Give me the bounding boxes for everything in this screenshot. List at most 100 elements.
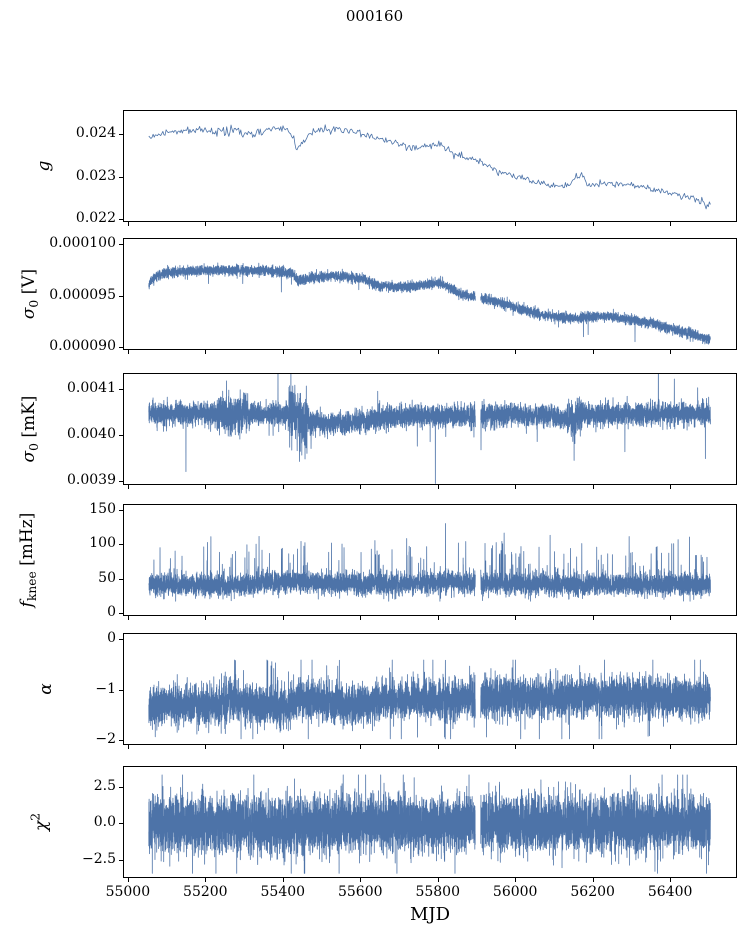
x-tick — [360, 878, 362, 882]
y-tick-label: 0.022 — [75, 209, 116, 226]
y-tick-label: 0.0040 — [67, 426, 116, 442]
x-tick — [360, 485, 362, 489]
x-tick — [282, 616, 284, 620]
x-tick — [360, 616, 362, 620]
x-tick — [205, 485, 207, 489]
x-tick — [437, 616, 439, 620]
x-tick — [670, 616, 672, 620]
y-tick — [119, 638, 123, 640]
x-tick — [670, 350, 672, 354]
plot-canvas-sigma0_V — [124, 239, 736, 349]
x-tick-label: 55600 — [337, 884, 383, 900]
y-tick — [119, 244, 123, 246]
x-tick — [282, 485, 284, 489]
panel-chi2 — [119, 766, 737, 882]
y-tick — [119, 481, 123, 483]
x-tick — [670, 485, 672, 489]
x-tick — [360, 745, 362, 749]
x-tick — [515, 485, 517, 489]
y-axis-label-sigma0_mK: σ0 [mK] — [19, 396, 41, 463]
x-tick — [515, 350, 517, 354]
y-axis-label-sigma0_V: σ0 [V] — [19, 269, 41, 319]
y-tick-label: 0.023 — [75, 167, 116, 184]
x-tick — [360, 350, 362, 354]
x-tick — [437, 222, 439, 226]
y-tick — [119, 435, 123, 436]
x-tick — [282, 745, 284, 749]
panel-alpha — [119, 633, 737, 749]
x-tick-label: 55000 — [105, 884, 151, 900]
x-tick — [437, 745, 439, 749]
y-tick-label: 0.0 — [93, 814, 116, 831]
x-tick — [515, 745, 517, 749]
y-axis-label-segment: [V] — [18, 268, 39, 300]
x-tick-label: 56400 — [647, 884, 693, 900]
x-tick — [127, 878, 129, 882]
y-tick-label: 0 — [107, 603, 116, 620]
plot-canvas-fknee — [124, 505, 736, 615]
x-tick — [205, 745, 207, 749]
x-tick — [592, 222, 594, 226]
y-tick-label: 0.0039 — [67, 472, 116, 489]
y-tick — [119, 578, 123, 580]
x-tick-label: 56000 — [492, 884, 538, 900]
x-tick — [205, 616, 207, 620]
x-tick — [515, 616, 517, 620]
y-axis-label-segment: σ — [18, 307, 39, 320]
x-tick — [127, 616, 129, 620]
y-tick — [119, 823, 123, 825]
x-tick — [282, 878, 284, 882]
y-tick-label: 0.000095 — [49, 286, 116, 303]
x-tick-label: 55400 — [260, 884, 306, 900]
x-tick — [437, 878, 439, 882]
y-tick-label: 0.0041 — [67, 379, 116, 396]
x-tick — [515, 878, 517, 882]
y-tick-label: 50 — [98, 569, 116, 586]
y-axis-label-alpha: α — [36, 683, 56, 694]
x-tick — [592, 350, 594, 354]
panel-sigma0_mK — [119, 373, 737, 489]
y-axis-label-segment: [mHz] — [16, 512, 37, 572]
y-tick-label: 0.000100 — [49, 235, 116, 252]
figure-title: 000160 — [345, 7, 404, 25]
y-axis-label-segment: 0 — [27, 443, 42, 451]
y-tick — [119, 544, 123, 546]
y-tick-label: 0 — [107, 629, 116, 646]
y-axis-label-segment: α — [36, 683, 56, 695]
x-tick — [592, 745, 594, 749]
x-tick — [437, 350, 439, 354]
x-tick — [127, 485, 129, 489]
y-tick-label: 0.000090 — [49, 337, 116, 354]
y-tick — [119, 346, 123, 348]
x-tick — [592, 616, 594, 620]
x-tick-label: 55200 — [183, 884, 228, 900]
x-tick — [127, 350, 129, 354]
x-tick — [205, 350, 207, 354]
y-tick-label: 150 — [89, 500, 116, 517]
y-tick — [119, 134, 123, 136]
y-axis-label-segment: knee — [25, 571, 40, 602]
y-tick — [119, 859, 123, 861]
panel-fknee — [119, 504, 737, 620]
y-tick — [119, 689, 123, 691]
x-tick — [670, 878, 672, 882]
plot-canvas-chi2 — [124, 767, 736, 877]
y-tick — [119, 176, 123, 178]
y-axis-label-segment: g — [34, 160, 54, 172]
panel-sigma0_V — [119, 238, 737, 354]
y-axis-label-g: g — [34, 161, 54, 172]
y-tick — [119, 740, 123, 742]
y-tick-label: −1 — [95, 680, 116, 697]
x-tick — [670, 222, 672, 226]
x-tick — [515, 222, 517, 226]
y-tick — [119, 295, 123, 297]
x-tick — [282, 350, 284, 354]
y-tick — [119, 218, 123, 220]
x-tick — [670, 745, 672, 749]
y-tick-label: −2.5 — [82, 850, 116, 867]
y-axis-label-chi2: χ2 — [29, 813, 52, 831]
x-tick — [592, 878, 594, 882]
x-tick — [437, 485, 439, 489]
y-axis-label-segment: χ — [31, 820, 52, 832]
